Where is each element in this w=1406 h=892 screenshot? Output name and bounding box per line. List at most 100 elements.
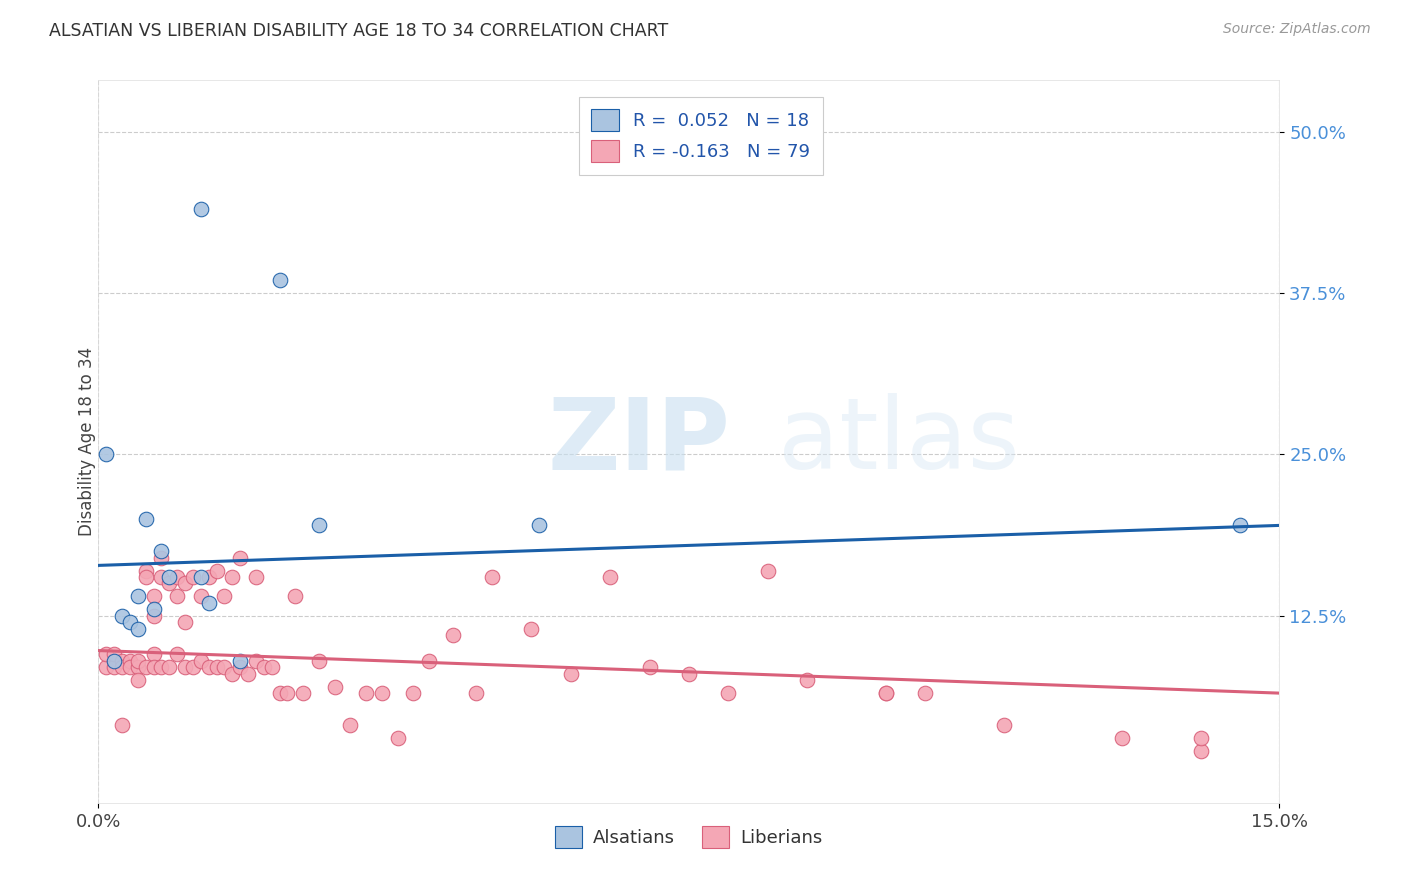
Point	[339, 718, 361, 732]
Text: atlas: atlas	[778, 393, 1019, 490]
Point	[875, 686, 897, 700]
Point	[135, 570, 157, 584]
Point	[308, 518, 330, 533]
Point	[150, 544, 173, 558]
Point	[150, 660, 173, 674]
Legend: Alsatians, Liberians: Alsatians, Liberians	[548, 819, 830, 855]
Point	[269, 686, 291, 700]
Point	[96, 660, 118, 674]
Point	[135, 512, 157, 526]
Point	[875, 686, 897, 700]
Point	[142, 590, 165, 604]
Point	[1189, 744, 1212, 758]
Point	[190, 570, 212, 584]
Point	[103, 660, 125, 674]
Text: Source: ZipAtlas.com: Source: ZipAtlas.com	[1223, 22, 1371, 37]
Point	[253, 660, 276, 674]
Point	[214, 660, 236, 674]
Point	[221, 666, 243, 681]
Point	[520, 622, 543, 636]
Point	[142, 648, 165, 662]
Point	[142, 608, 165, 623]
Point	[418, 654, 440, 668]
Point	[127, 590, 149, 604]
Point	[1111, 731, 1133, 746]
Point	[229, 660, 252, 674]
Point	[678, 666, 700, 681]
Point	[190, 202, 212, 217]
Point	[276, 686, 298, 700]
Point	[174, 660, 197, 674]
Point	[387, 731, 409, 746]
Point	[1229, 518, 1251, 533]
Point	[323, 680, 346, 694]
Point	[127, 622, 149, 636]
Point	[166, 590, 188, 604]
Point	[190, 590, 212, 604]
Point	[96, 648, 118, 662]
Point	[993, 718, 1015, 732]
Point	[205, 660, 228, 674]
Point	[150, 550, 173, 565]
Point	[111, 660, 134, 674]
Point	[127, 673, 149, 688]
Point	[441, 628, 464, 642]
Point	[118, 654, 141, 668]
Point	[236, 666, 259, 681]
Point	[371, 686, 394, 700]
Point	[529, 518, 551, 533]
Point	[111, 608, 134, 623]
Point	[481, 570, 503, 584]
Point	[150, 570, 173, 584]
Point	[157, 576, 180, 591]
Point	[1189, 731, 1212, 746]
Point	[292, 686, 315, 700]
Point	[174, 615, 197, 630]
Point	[465, 686, 488, 700]
Point	[111, 654, 134, 668]
Point	[402, 686, 425, 700]
Point	[103, 648, 125, 662]
Point	[157, 660, 180, 674]
Point	[229, 550, 252, 565]
Point	[205, 564, 228, 578]
Point	[245, 654, 267, 668]
Point	[229, 654, 252, 668]
Point	[354, 686, 377, 700]
Point	[181, 570, 204, 584]
Point	[245, 570, 267, 584]
Point	[269, 273, 291, 287]
Point	[197, 596, 219, 610]
Point	[96, 447, 118, 461]
Point	[118, 615, 141, 630]
Point	[756, 564, 779, 578]
Y-axis label: Disability Age 18 to 34: Disability Age 18 to 34	[79, 347, 96, 536]
Text: ZIP: ZIP	[547, 393, 730, 490]
Point	[181, 660, 204, 674]
Point	[717, 686, 740, 700]
Point	[284, 590, 307, 604]
Point	[260, 660, 283, 674]
Point	[135, 660, 157, 674]
Point	[127, 654, 149, 668]
Point	[166, 648, 188, 662]
Point	[142, 660, 165, 674]
Point	[157, 570, 180, 584]
Point	[796, 673, 818, 688]
Point	[174, 576, 197, 591]
Point	[103, 654, 125, 668]
Point	[599, 570, 621, 584]
Point	[111, 718, 134, 732]
Point	[190, 654, 212, 668]
Point	[127, 660, 149, 674]
Point	[914, 686, 936, 700]
Point	[166, 570, 188, 584]
Point	[221, 570, 243, 584]
Point	[142, 602, 165, 616]
Point	[560, 666, 582, 681]
Text: ALSATIAN VS LIBERIAN DISABILITY AGE 18 TO 34 CORRELATION CHART: ALSATIAN VS LIBERIAN DISABILITY AGE 18 T…	[49, 22, 668, 40]
Point	[214, 590, 236, 604]
Point	[135, 564, 157, 578]
Point	[308, 654, 330, 668]
Point	[197, 570, 219, 584]
